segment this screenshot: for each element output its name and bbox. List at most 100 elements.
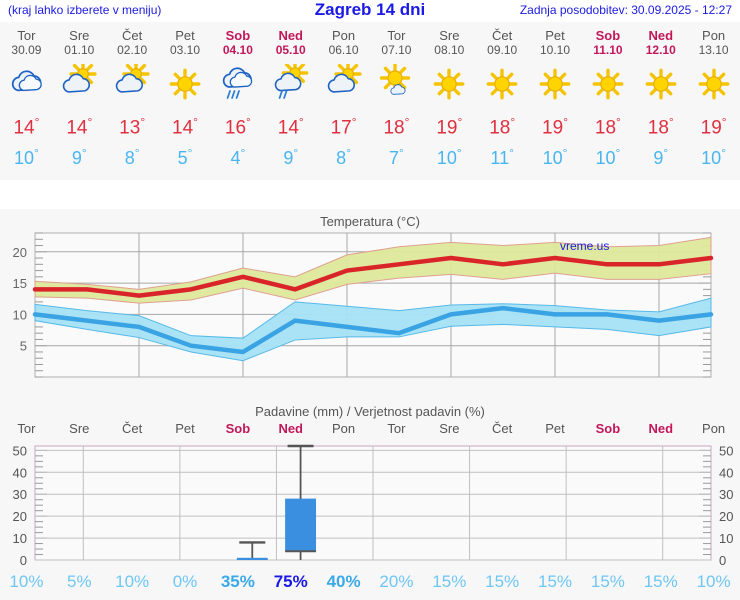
- day-name: Sre: [69, 28, 90, 43]
- temperature-min: 9°: [653, 146, 669, 169]
- sunny-icon: [581, 61, 634, 103]
- precipitation-day-label: Pet: [545, 421, 565, 436]
- day-name: Pon: [702, 28, 726, 43]
- svg-text:20: 20: [719, 509, 733, 524]
- day-date: 09.10: [487, 43, 518, 57]
- svg-text:30: 30: [13, 487, 27, 502]
- day-date: 03.10: [169, 43, 201, 57]
- precipitation-probability: 5%: [67, 572, 92, 591]
- precipitation-day-label: Čet: [492, 421, 513, 436]
- day-name: Tor: [17, 28, 36, 43]
- svg-text:0: 0: [20, 553, 27, 568]
- precipitation-probability: 10%: [9, 572, 44, 591]
- day-name: Čet: [492, 28, 513, 43]
- day-date: 02.10: [117, 43, 148, 57]
- sunny-icon: [634, 61, 687, 103]
- day-name: Sob: [595, 28, 621, 43]
- temperature-chart: 5 10 15 20: [13, 232, 714, 378]
- temperature-min: 8°: [336, 146, 351, 169]
- day-column[interactable]: Ned 12.10 18° 9°: [634, 28, 687, 170]
- temperature-min: 7°: [389, 146, 404, 169]
- day-column[interactable]: Tor 30.09 14° 10°: [0, 28, 53, 170]
- svg-text:50: 50: [719, 443, 733, 458]
- precipitation-probability: 10%: [115, 572, 150, 591]
- spacer: [0, 180, 740, 209]
- precipitation-probability: 15%: [590, 572, 625, 591]
- day-column[interactable]: Sob 11.10 18° 10°: [581, 28, 634, 170]
- sun-small-cloud-icon: [370, 61, 423, 103]
- location-hint: (kraj lahko izberete v meniju): [8, 3, 162, 17]
- precipitation-day-label: Čet: [122, 421, 143, 436]
- temperature-max: 19°: [542, 115, 568, 139]
- temperature-min: 4°: [230, 146, 246, 169]
- precipitation-day-label: Sob: [595, 421, 621, 436]
- day-column[interactable]: Sre 01.10 14° 9°: [53, 28, 106, 170]
- svg-text:40: 40: [13, 465, 27, 480]
- partly-sunny-icon: [317, 61, 370, 103]
- temperature-min: 9°: [71, 146, 87, 169]
- precipitation-day-label: Pet: [175, 421, 195, 436]
- rain-icon: [211, 61, 264, 103]
- temperature-chart-panel: Temperatura (°C) 5 10 15 20: [0, 209, 740, 400]
- day-column[interactable]: Tor 07.10 18° 7°: [370, 28, 423, 170]
- day-name: Sre: [439, 28, 460, 43]
- temperature-max: 14°: [66, 115, 93, 139]
- svg-text:0: 0: [719, 553, 726, 568]
- svg-text:10: 10: [719, 531, 733, 546]
- precipitation-day-label: Sob: [225, 421, 251, 436]
- precipitation-probability: 35%: [220, 572, 255, 591]
- day-name: Čet: [122, 28, 143, 43]
- day-date: 10.10: [540, 43, 571, 57]
- day-date: 07.10: [381, 43, 412, 57]
- temperature-max: 19°: [700, 115, 727, 139]
- temperature-min: 9°: [283, 146, 299, 169]
- sun-rain-icon: [264, 61, 317, 103]
- precipitation-day-label: Ned: [278, 421, 303, 436]
- temperature-max: 18°: [647, 115, 674, 139]
- svg-text:20: 20: [13, 509, 27, 524]
- day-column[interactable]: Ned 05.10 14° 9°: [264, 28, 317, 170]
- precipitation-probability: 40%: [326, 572, 361, 591]
- day-column[interactable]: Sob 04.10 16° 4°: [211, 28, 264, 170]
- day-date: 04.10: [222, 43, 253, 57]
- precipitation-day-labels: Tor Sre Čet Pet Sob Ned Pon Tor Sre Čet Pet Sob Ned P…: [0, 421, 740, 436]
- precipitation-probability: 15%: [485, 572, 520, 591]
- day-column[interactable]: Čet 09.10 18° 11°: [476, 28, 529, 170]
- precipitation-day-label: Sre: [69, 421, 90, 436]
- cloudy-icon: [0, 61, 53, 103]
- precipitation-probability: 15%: [643, 572, 678, 591]
- day-column[interactable]: Pet 10.10 19° 10°: [529, 28, 582, 170]
- temperature-max: 13°: [119, 115, 146, 139]
- last-update-text: Zadnja posodobitev: 30.09.2025 - 12:27: [519, 3, 732, 17]
- svg-text:40: 40: [719, 465, 733, 480]
- day-column[interactable]: Pon 13.10 19° 10°: [687, 28, 740, 170]
- temperature-max: 18°: [383, 115, 410, 139]
- day-date: 11.10: [593, 43, 623, 57]
- page-title: Zagreb 14 dni: [314, 0, 426, 19]
- precipitation-day-label: Tor: [17, 421, 36, 436]
- day-date: 13.10: [698, 43, 729, 57]
- temperature-max: 19°: [436, 115, 463, 139]
- day-date: 01.10: [64, 43, 95, 57]
- day-name: Tor: [387, 28, 406, 43]
- svg-text:15: 15: [13, 276, 27, 291]
- precipitation-day-label: Ned: [648, 421, 674, 436]
- precipitation-probability: 0%: [172, 572, 198, 591]
- precipitation-probability: 10%: [696, 572, 731, 591]
- temperature-min: 8°: [124, 146, 140, 169]
- svg-text:50: 50: [13, 443, 27, 458]
- svg-text:10: 10: [13, 531, 27, 546]
- precipitation-probability: 15%: [432, 572, 467, 591]
- day-name: Pet: [175, 28, 195, 43]
- sunny-icon: [159, 61, 212, 103]
- day-column[interactable]: Pet 03.10 14° 5°: [159, 28, 212, 170]
- temperature-min: 10°: [436, 146, 462, 169]
- precipitation-chart: 0 0 10 10 20 20 30 30 40 40 50 50: [13, 443, 734, 568]
- day-column[interactable]: Sre 08.10 19° 10°: [423, 28, 476, 170]
- precipitation-chart-panel: Padavine (mm) / Verjetnost padavin (%) T…: [0, 400, 740, 600]
- day-column[interactable]: Čet 02.10 13° 8°: [106, 28, 159, 170]
- temperature-max: 18°: [594, 115, 621, 139]
- day-column[interactable]: Pon 06.10 17° 8°: [317, 28, 370, 170]
- svg-text:10: 10: [13, 307, 27, 322]
- temperature-max: 14°: [13, 115, 40, 139]
